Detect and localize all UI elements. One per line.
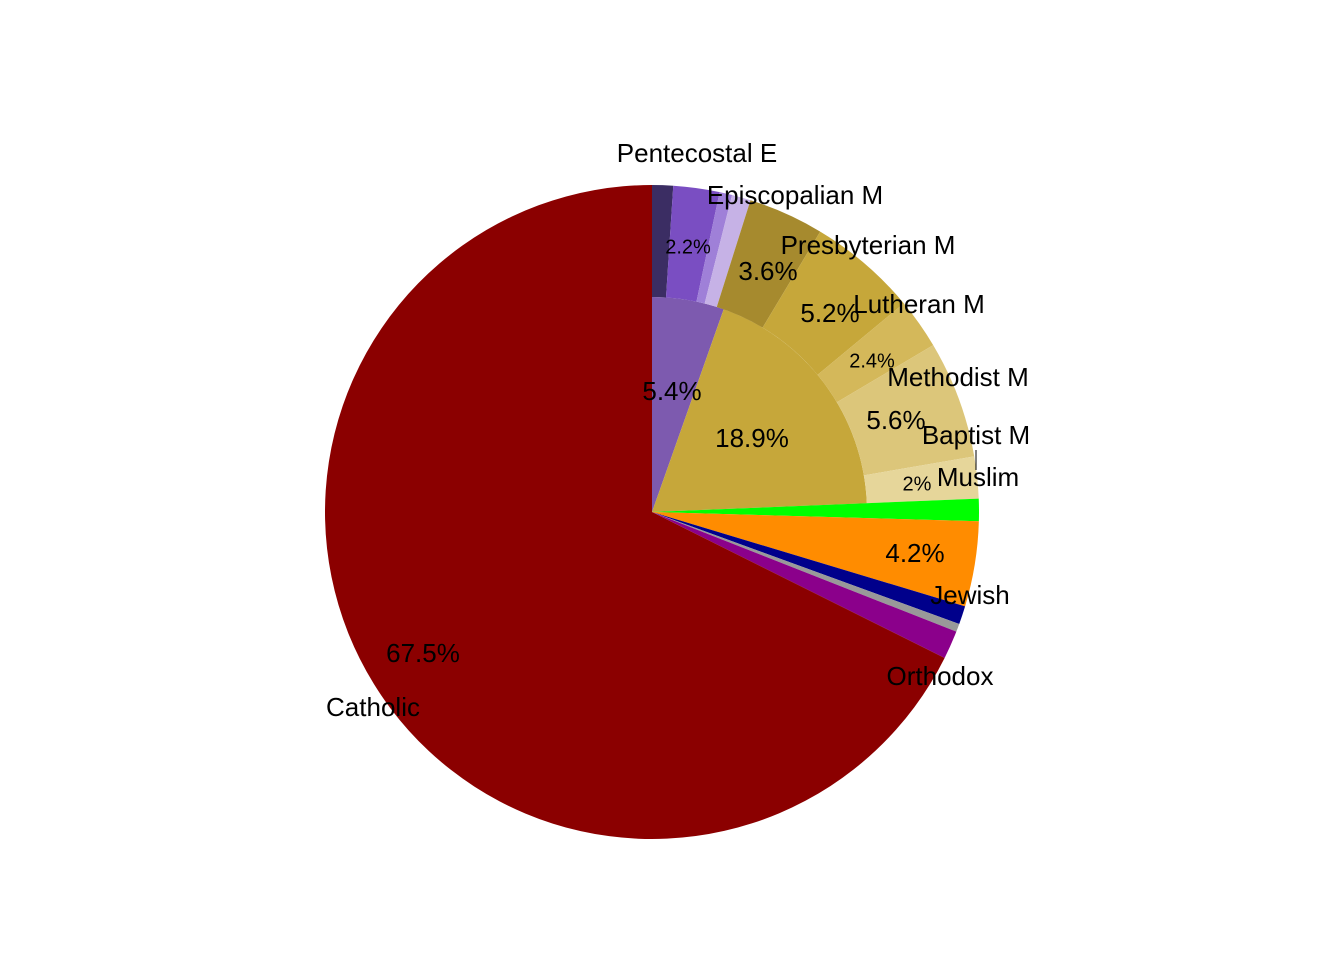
outer-slice-presbyterian-m <box>716 200 821 328</box>
category-label-jewish: Jewish <box>930 580 1009 610</box>
percent-label-sub-8: 2% <box>903 473 932 495</box>
percent-label-sub-6: 2.4% <box>849 350 895 372</box>
outer-slice-sub-1 <box>665 185 720 302</box>
outer-slice-sub-8 <box>863 456 979 504</box>
category-label-presbyterian-m: Presbyterian M <box>781 230 956 260</box>
percent-label-sub-4: 3.6% <box>738 256 797 286</box>
outer-slice-sub-2 <box>696 192 733 304</box>
category-label-orthodox: Orthodox <box>887 661 994 691</box>
category-label-baptist-m: Baptist M <box>922 420 1030 450</box>
category-label-methodist-m: Methodist M <box>887 362 1029 392</box>
slice-other-1 <box>652 512 979 607</box>
percent-label-sub-5: 5.2% <box>800 298 859 328</box>
percent-label-sub-1: 2.2% <box>665 236 711 258</box>
pie-labels: 5.4% 18.9% Pentecostal E 2.2% Episcopalian M… <box>326 138 1030 722</box>
slice-orthodox <box>652 512 957 658</box>
percent-label-catholic: 67.5% <box>386 638 460 668</box>
category-label-pentecostal-e: Pentecostal E <box>617 138 777 168</box>
outer-slice-methodist-m <box>817 303 934 403</box>
category-label-lutheran-m: Lutheran M <box>853 289 985 319</box>
inner-slice-mainline <box>652 309 867 512</box>
outer-slice-baptist-m <box>836 345 975 476</box>
category-label-episcopalian-m: Episcopalian M <box>707 180 883 210</box>
percent-label-other-1: 4.2% <box>885 538 944 568</box>
pie-slices <box>325 185 979 839</box>
category-label-muslim: Muslim <box>937 462 1019 492</box>
outer-slice-episcopalian-m <box>704 194 751 307</box>
percent-label-sub-7: 5.6% <box>866 405 925 435</box>
slice-jewish <box>652 512 966 624</box>
percent-label-mainline: 18.9% <box>715 423 789 453</box>
outer-slice-pentecostal-e <box>652 185 674 298</box>
inner-slice-evangelical <box>652 297 724 512</box>
category-label-catholic: Catholic <box>326 692 420 722</box>
percent-label-evangelical: 5.4% <box>642 376 701 406</box>
slice-other-3 <box>652 512 960 632</box>
slice-catholic <box>325 185 945 839</box>
slice-muslim <box>652 498 979 522</box>
outer-slice-lutheran-m <box>762 231 904 375</box>
